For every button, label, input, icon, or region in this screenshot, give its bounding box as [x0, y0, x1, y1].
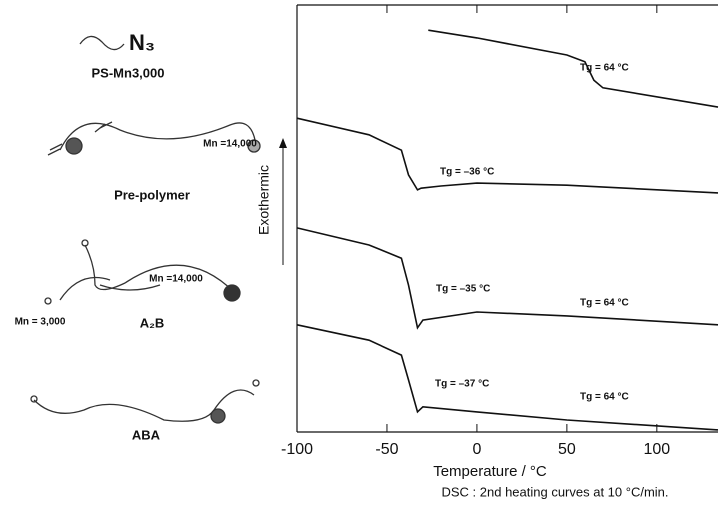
dsc-curve	[296, 227, 719, 330]
axes	[296, 4, 718, 433]
mn-label: Mn =14,000	[149, 274, 203, 285]
ps-chain	[79, 35, 125, 51]
tg-annotation: Tg = 64 °C	[580, 298, 629, 309]
end-group	[65, 137, 83, 155]
tg-annotation: Tg = –37 °C	[435, 379, 489, 390]
y-axis-label: Exothermic	[256, 165, 272, 235]
arrow-head	[279, 138, 287, 148]
aba-chain	[33, 389, 255, 422]
end-group	[247, 139, 261, 153]
x-tick-label: -100	[281, 441, 313, 458]
aba-label: ABA	[132, 427, 161, 442]
end-group	[44, 297, 52, 305]
x-tick-label: 0	[472, 441, 481, 458]
end-group	[81, 239, 89, 247]
x-axis-label: Temperature / °C	[433, 463, 547, 480]
caption: DSC : 2nd heating curves at 10 °C/min.	[441, 484, 668, 499]
tg-annotation: Tg = 64 °C	[580, 392, 629, 403]
dsc-curve	[296, 117, 719, 194]
end-group	[252, 379, 260, 387]
end-group	[30, 395, 38, 403]
prepolymer-label: Pre-polymer	[114, 187, 190, 202]
prepolymer-chain	[59, 122, 256, 151]
dsc-curve	[428, 29, 719, 108]
alkyne	[47, 121, 113, 156]
a2b-label: A₂B	[140, 315, 165, 330]
end-group	[210, 408, 226, 424]
schematic	[30, 35, 261, 424]
tg-annotation: Tg = –36 °C	[440, 167, 494, 178]
x-tick-label: 100	[643, 441, 670, 458]
dsc-curve	[296, 324, 719, 431]
end-group	[223, 284, 241, 302]
mn-label: Mn = 3,000	[15, 317, 66, 328]
tg-annotation: Tg = –35 °C	[436, 284, 490, 295]
tg-annotation: Tg = 64 °C	[580, 63, 629, 74]
mn-label: Mn =14,000	[203, 139, 257, 150]
ps-label: PS-Mn3,000	[92, 65, 165, 80]
a2b-chain	[59, 244, 236, 301]
azide-label: N₃	[129, 30, 155, 55]
x-tick-label: 50	[558, 441, 576, 458]
x-tick-label: -50	[375, 441, 398, 458]
